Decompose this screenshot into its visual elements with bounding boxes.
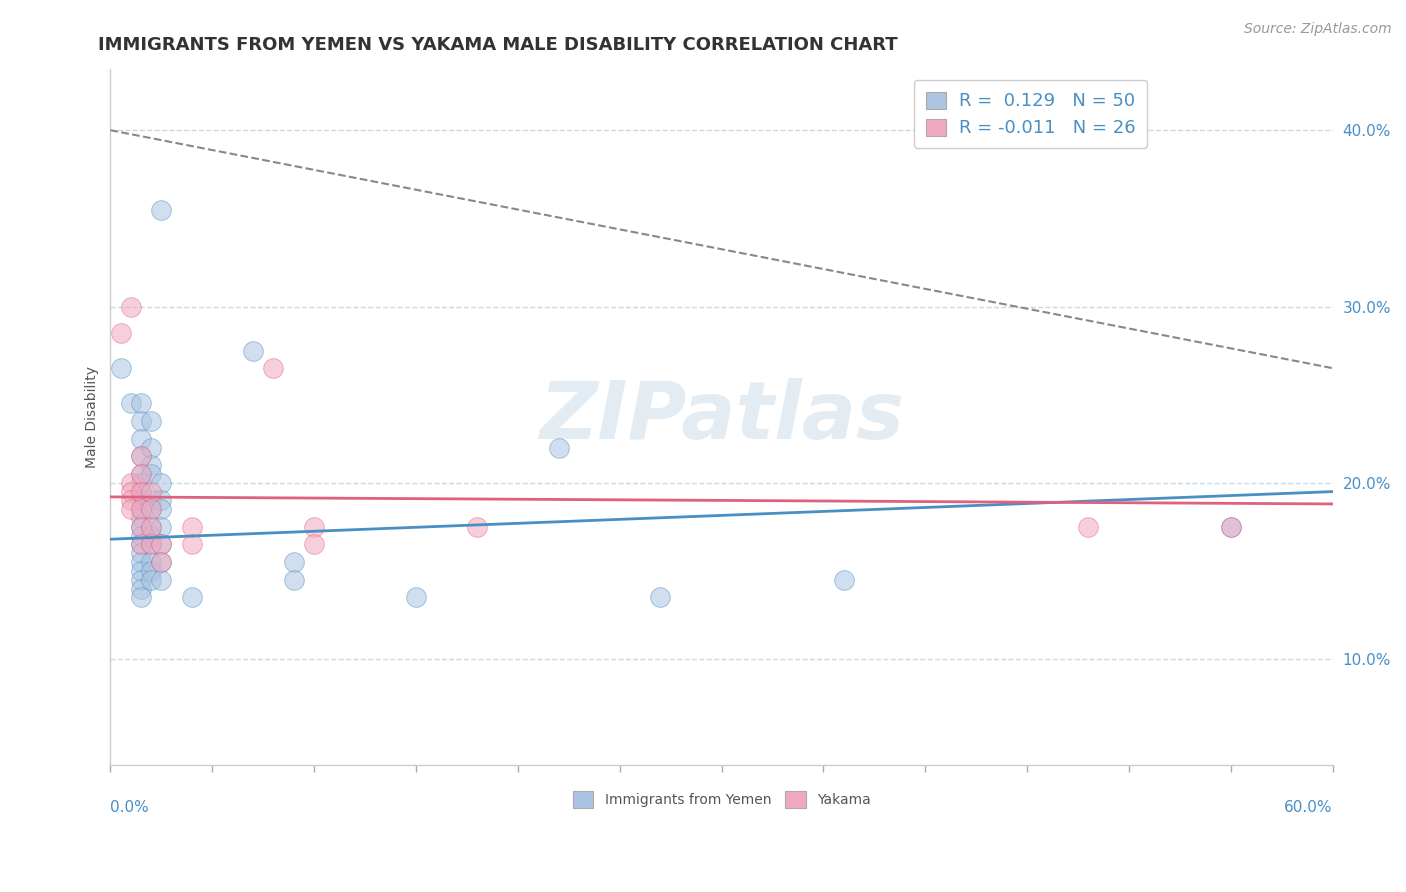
Point <box>547 441 569 455</box>
Point <box>129 591 152 605</box>
Point <box>120 300 142 314</box>
Point <box>129 573 152 587</box>
Point <box>180 520 202 534</box>
Text: 0.0%: 0.0% <box>111 799 149 814</box>
Point <box>141 458 163 472</box>
Point <box>110 361 132 376</box>
Point <box>129 450 152 464</box>
Point <box>129 484 152 499</box>
Point <box>129 511 152 525</box>
Point <box>129 520 152 534</box>
Point <box>141 529 163 543</box>
Point <box>129 555 152 569</box>
Point <box>150 555 173 569</box>
Point <box>1219 520 1241 534</box>
Point <box>650 591 672 605</box>
Point <box>302 520 325 534</box>
Point <box>129 537 152 551</box>
Point <box>129 529 152 543</box>
Point <box>120 502 142 516</box>
Point <box>150 537 173 551</box>
Point <box>832 573 855 587</box>
Point <box>141 484 163 499</box>
Point <box>129 502 152 516</box>
Point <box>120 396 142 410</box>
Point <box>129 450 152 464</box>
Point <box>129 432 152 446</box>
Point <box>141 555 163 569</box>
Point <box>141 537 163 551</box>
Point <box>141 414 163 428</box>
Y-axis label: Male Disability: Male Disability <box>86 366 100 467</box>
Point <box>120 475 142 490</box>
Point <box>129 467 152 481</box>
Point <box>141 564 163 578</box>
Text: Source: ZipAtlas.com: Source: ZipAtlas.com <box>1244 22 1392 37</box>
Text: IMMIGRANTS FROM YEMEN VS YAKAMA MALE DISABILITY CORRELATION CHART: IMMIGRANTS FROM YEMEN VS YAKAMA MALE DIS… <box>98 36 898 54</box>
Point <box>129 502 152 516</box>
Point <box>180 591 202 605</box>
Point <box>141 502 163 516</box>
Point <box>129 414 152 428</box>
Point <box>129 564 152 578</box>
Point <box>150 475 173 490</box>
Point <box>1077 520 1099 534</box>
Point <box>150 202 173 217</box>
Point <box>150 520 173 534</box>
Point <box>262 361 284 376</box>
Point <box>405 591 427 605</box>
Point <box>1219 520 1241 534</box>
Point <box>129 537 152 551</box>
Point <box>283 555 305 569</box>
Point <box>150 502 173 516</box>
Point <box>150 555 173 569</box>
Point <box>302 537 325 551</box>
Point <box>141 537 163 551</box>
Point <box>129 484 152 499</box>
Point <box>141 520 163 534</box>
Point <box>120 484 142 499</box>
Point <box>180 537 202 551</box>
Point <box>242 343 264 358</box>
Point <box>129 396 152 410</box>
Point <box>129 520 152 534</box>
Text: ZIPatlas: ZIPatlas <box>538 377 904 456</box>
Point <box>141 520 163 534</box>
Text: 60.0%: 60.0% <box>1284 799 1333 814</box>
Point <box>129 493 152 508</box>
Legend: Immigrants from Yemen, Yakama: Immigrants from Yemen, Yakama <box>567 786 876 814</box>
Point <box>150 493 173 508</box>
Point <box>150 573 173 587</box>
Point <box>141 467 163 481</box>
Point <box>129 582 152 596</box>
Point <box>129 475 152 490</box>
Point <box>150 537 173 551</box>
Point <box>141 502 163 516</box>
Point <box>465 520 488 534</box>
Point <box>141 493 163 508</box>
Point <box>120 493 142 508</box>
Point <box>141 441 163 455</box>
Point <box>141 573 163 587</box>
Point <box>129 467 152 481</box>
Point <box>283 573 305 587</box>
Point <box>129 546 152 560</box>
Point <box>110 326 132 340</box>
